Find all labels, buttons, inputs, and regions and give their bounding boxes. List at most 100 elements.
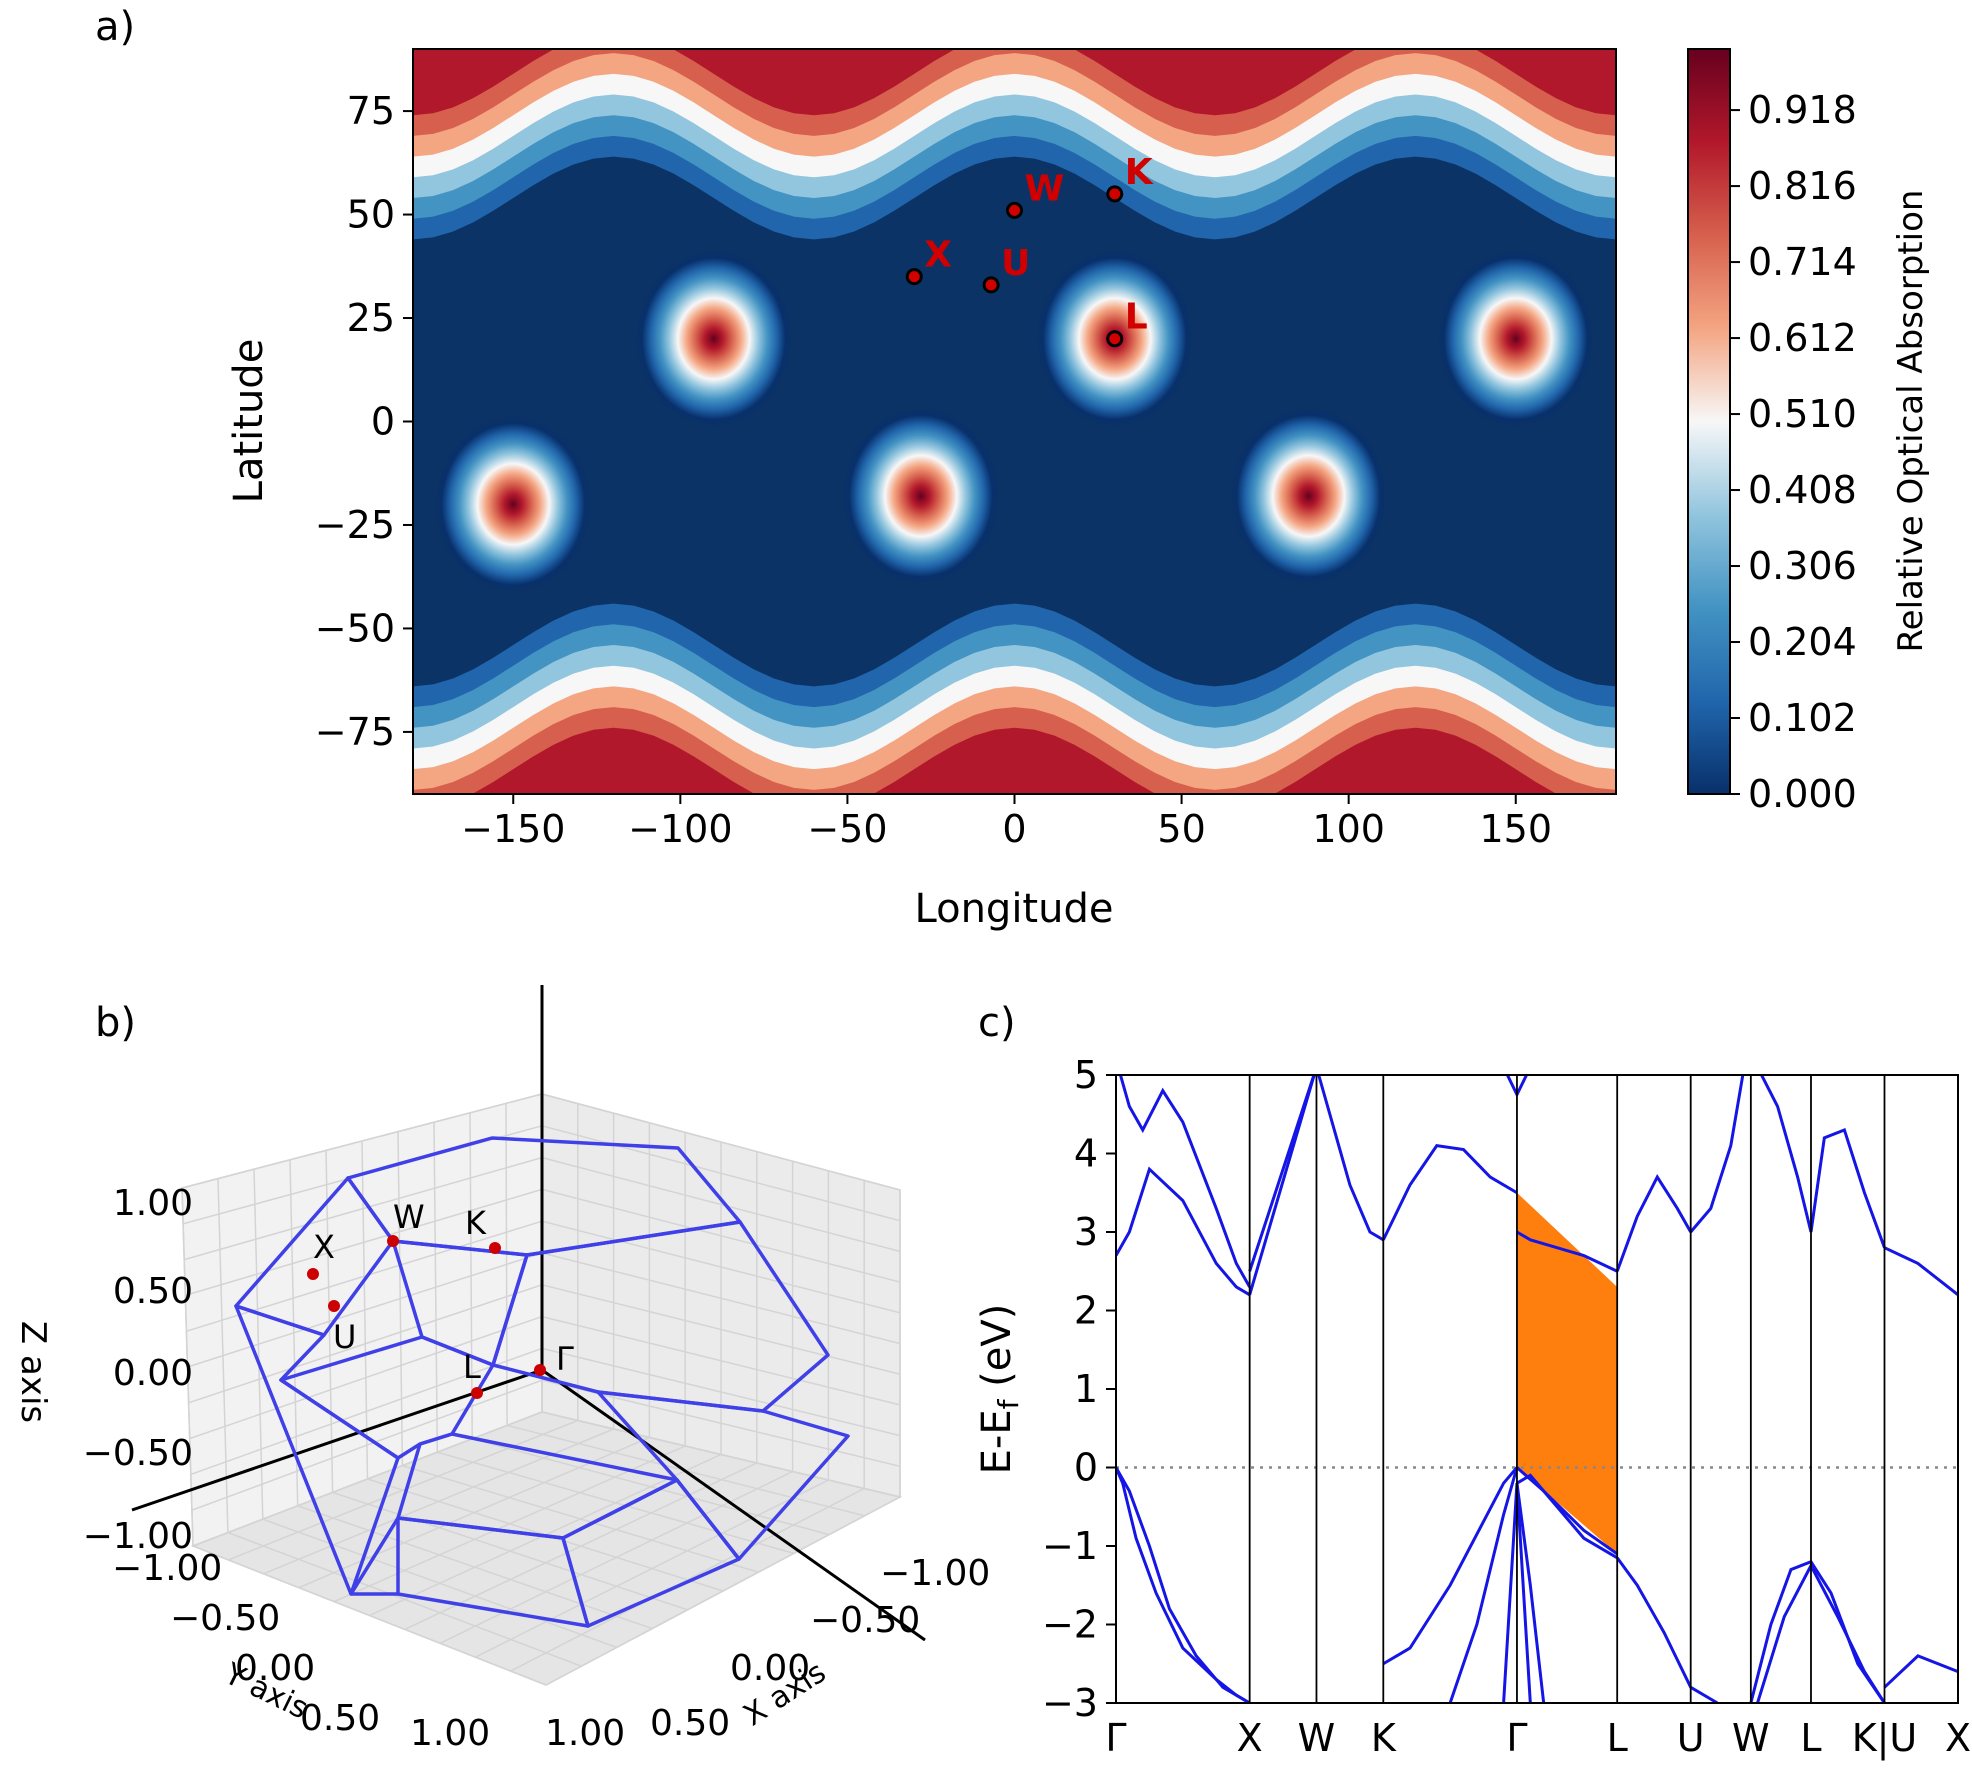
colorbar-ticks: 0.000 0.102 0.204 0.306 0.408 0.510 0.612 0.714… — [1730, 88, 1857, 816]
colorbar-tick-label: 0.408 — [1748, 468, 1857, 512]
point-label-u: U — [1001, 243, 1030, 284]
band-line — [1317, 1075, 1385, 1242]
k-point-label: L — [1607, 1716, 1628, 1760]
polar-bands — [413, 49, 1616, 794]
label-u: U — [333, 1318, 356, 1356]
bz-point-labels: Γ X W K U L — [313, 1198, 574, 1386]
x-tick-label: −1.00 — [880, 1553, 990, 1594]
high-symmetry-points: W K X U L — [905, 152, 1154, 348]
panel-label-a: a) — [95, 4, 135, 50]
label-k: K — [465, 1204, 487, 1242]
absorption-peak — [1437, 250, 1594, 427]
point-l — [1106, 330, 1124, 348]
energy-tick-label: 5 — [1074, 1053, 1098, 1097]
z-tick-label: −1.00 — [83, 1516, 193, 1557]
y-tick-label: −50 — [315, 606, 395, 650]
band-line — [1381, 1144, 1518, 1241]
z-tick-label: −0.50 — [83, 1433, 193, 1474]
z-axis-label: Z axis — [13, 1321, 53, 1423]
x-tick-label: 150 — [1479, 807, 1552, 851]
k-point-label: Γ — [1105, 1716, 1126, 1760]
grid-line — [505, 1103, 508, 1426]
label-gamma: Γ — [556, 1340, 574, 1378]
k-point-label: W — [1732, 1716, 1770, 1760]
point-x — [905, 268, 923, 286]
y-tick-label: 0.00 — [235, 1648, 315, 1689]
energy-tick-label: 0 — [1074, 1446, 1098, 1490]
colorbar-tick-label: 0.816 — [1748, 164, 1857, 208]
grid-line — [189, 1315, 543, 1440]
energy-tick-label: −2 — [1042, 1603, 1098, 1647]
y-ticks: −1.00 −0.50 0.00 0.50 1.00 — [112, 1548, 490, 1754]
bz-points — [307, 1235, 546, 1399]
panel-label-b: b) — [95, 1000, 136, 1046]
y-tick-label: 50 — [347, 193, 395, 237]
point-label-l: L — [1125, 297, 1148, 338]
band-line — [1516, 1473, 1618, 1560]
band-gap-fill — [1516, 1192, 1618, 1554]
band-line — [1883, 1654, 1958, 1689]
band-line — [1756, 1562, 1886, 1703]
y-tick-label: 75 — [347, 89, 395, 133]
band-line — [1615, 1174, 1693, 1272]
y-tick-label: 25 — [347, 296, 395, 340]
y-tick-label: 0.50 — [300, 1698, 380, 1739]
grid-line — [510, 1487, 865, 1672]
band-line — [1615, 1556, 1719, 1703]
grid-line — [541, 1347, 901, 1437]
top-band-level — [413, 49, 1616, 116]
band-lines — [1116, 1075, 1958, 1703]
point-gamma — [534, 1364, 546, 1376]
band-line — [1248, 1075, 1316, 1272]
x-tick-label: −0.50 — [810, 1600, 920, 1641]
energy-tick-label: 4 — [1074, 1132, 1098, 1176]
x-tick-label: 100 — [1312, 807, 1385, 851]
k-point-label: K — [1371, 1716, 1397, 1760]
band-line — [1689, 1075, 1745, 1233]
grid-line — [472, 1438, 830, 1536]
grid-line — [437, 1451, 795, 1555]
y-tick-label: −75 — [315, 710, 395, 754]
k-point-label: Γ — [1506, 1716, 1527, 1760]
band-line — [1759, 1075, 1813, 1233]
point-k — [1106, 185, 1124, 203]
grid-line — [191, 1379, 543, 1511]
y-tick-label: −1.00 — [112, 1548, 222, 1589]
grid-line — [190, 1347, 543, 1476]
heatmap-panel — [413, 49, 1616, 794]
absorption-peaks — [435, 250, 1594, 593]
grid-line — [475, 1479, 829, 1658]
energy-tick-label: −3 — [1042, 1681, 1098, 1725]
x-tick-label: 1.00 — [545, 1713, 625, 1754]
point-label-x: X — [924, 235, 952, 276]
band-line — [1116, 1466, 1251, 1703]
point-label-w: W — [1025, 168, 1065, 209]
absorption-peak — [1230, 408, 1387, 584]
y-tick-label: 0 — [371, 400, 395, 444]
point-w — [1006, 201, 1023, 219]
colorbar-tick-label: 0.510 — [1748, 392, 1857, 436]
x-tick-label: 0.00 — [730, 1648, 810, 1689]
point-w — [387, 1235, 399, 1247]
grid-line — [541, 1284, 901, 1375]
grid-lines — [181, 1093, 901, 1686]
point-label-k: K — [1125, 152, 1154, 193]
y-tick-label: −0.50 — [170, 1598, 280, 1639]
k-point-label: U — [1677, 1716, 1705, 1760]
z-tick-label: 1.00 — [113, 1183, 193, 1224]
x-tick-label: −100 — [628, 807, 732, 851]
grid-line — [545, 1496, 901, 1686]
grid-line — [541, 1315, 901, 1406]
grid-line — [397, 1131, 404, 1466]
brillouin-zone-3d: Γ X W K U L 1.000.500.00−0.50−1.00 Z axi… — [13, 985, 990, 1754]
colorbar — [1687, 48, 1731, 795]
point-u — [328, 1300, 340, 1312]
band-line — [1515, 1483, 1546, 1703]
band-line — [1749, 1559, 1886, 1703]
k-point-label: W — [1298, 1716, 1336, 1760]
grid-line — [439, 1470, 793, 1644]
band-line — [1515, 1466, 1619, 1556]
band-line — [1809, 1127, 1886, 1249]
colorbar-tick-label: 0.102 — [1748, 696, 1857, 740]
x-tick-label: 50 — [1157, 807, 1205, 851]
